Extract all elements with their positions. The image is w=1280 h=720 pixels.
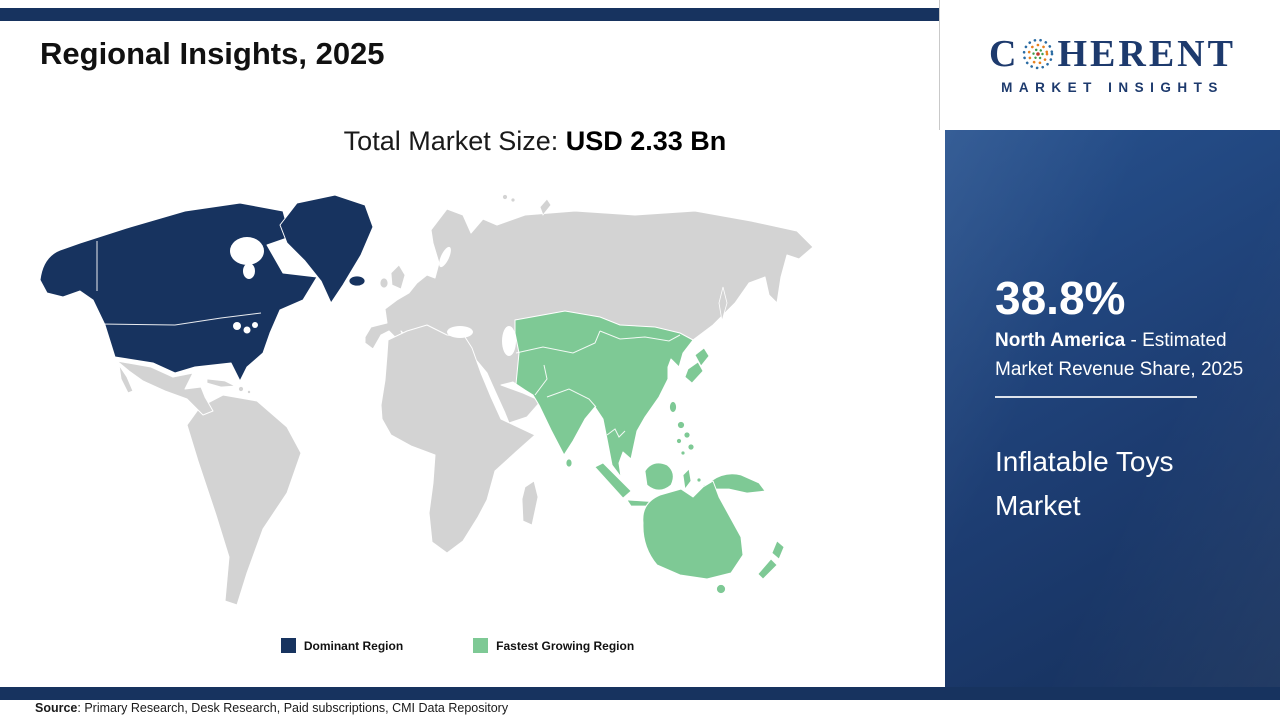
map-region-sri-lanka bbox=[565, 458, 573, 468]
legend-swatch-fastest-growing-icon bbox=[473, 638, 489, 653]
border-indochina bbox=[606, 428, 626, 438]
brand-subtitle: MARKET INSIGHTS bbox=[1001, 80, 1224, 95]
map-region-taiwan bbox=[669, 401, 677, 413]
map-region-mexico-central-america bbox=[116, 360, 214, 416]
source-label: Source bbox=[35, 701, 78, 715]
map-region-africa bbox=[380, 324, 536, 554]
market-share-description: North America - Estimated Market Revenue… bbox=[995, 326, 1245, 384]
market-share-value: 38.8% bbox=[995, 272, 1126, 324]
world-map-svg bbox=[39, 194, 814, 606]
top-accent-bar bbox=[0, 8, 939, 21]
brand-letter-c: C bbox=[989, 33, 1020, 75]
side-panel: 38.8% North America - Estimated Market R… bbox=[945, 130, 1280, 687]
border-india-north bbox=[546, 388, 597, 408]
legend-item-fastest-growing: Fastest Growing Region bbox=[473, 638, 634, 653]
bottom-accent-bar bbox=[0, 687, 1280, 700]
legend-item-dominant: Dominant Region bbox=[280, 638, 404, 653]
map-region-philippines bbox=[676, 421, 695, 456]
market-size-value: USD 2.33 Bn bbox=[565, 126, 727, 156]
brand-wordmark: C HERENT bbox=[989, 35, 1236, 73]
sea-hudson-bay bbox=[230, 237, 264, 265]
map-region-iceland bbox=[348, 275, 366, 287]
map-region-new-guinea bbox=[710, 473, 766, 494]
map-legend: Dominant Region Fastest Growing Region bbox=[35, 638, 880, 653]
map-country-borders bbox=[96, 241, 681, 438]
map-seas bbox=[230, 237, 516, 356]
map-region-greenland bbox=[279, 194, 374, 304]
lake-huron bbox=[252, 322, 258, 328]
border-central-asia bbox=[515, 330, 601, 354]
lake-superior bbox=[233, 322, 241, 330]
map-region-indonesia bbox=[594, 462, 708, 514]
border-us-canada bbox=[100, 312, 262, 326]
logo-divider-line bbox=[939, 0, 940, 130]
map-islands-europe bbox=[379, 194, 552, 290]
map-islands-caribbean bbox=[206, 378, 251, 394]
map-region-north-america bbox=[39, 202, 318, 382]
map-island-madagascar bbox=[521, 480, 539, 526]
market-size-label: Total Market Size: bbox=[343, 126, 566, 156]
map-region-asia-pacific bbox=[514, 310, 694, 478]
sea-james-bay bbox=[243, 263, 255, 279]
legend-label-fastest-growing: Fastest Growing Region bbox=[496, 638, 635, 653]
market-share-desc-text: - Estimated Market Revenue Share, 2025 bbox=[995, 329, 1244, 380]
map-region-south-america bbox=[186, 394, 302, 606]
source-note: Source: Primary Research, Desk Research,… bbox=[35, 701, 508, 715]
market-share-region: North America bbox=[995, 329, 1126, 351]
border-pakistan bbox=[534, 364, 548, 396]
panel-divider-line bbox=[995, 395, 1197, 398]
brand-letters-rest: HERENT bbox=[1057, 33, 1236, 75]
sea-black bbox=[447, 326, 473, 338]
legend-swatch-dominant-icon bbox=[280, 638, 296, 653]
map-region-tasmania bbox=[716, 584, 726, 594]
map-region-japan bbox=[684, 347, 710, 384]
map-region-baja bbox=[118, 364, 134, 394]
map-region-new-zealand bbox=[757, 540, 785, 580]
dotted-globe-icon bbox=[1023, 38, 1054, 70]
lake-michigan bbox=[243, 326, 251, 334]
page-title: Regional Insights, 2025 bbox=[40, 36, 385, 71]
legend-label-dominant: Dominant Region bbox=[303, 638, 404, 653]
market-size-heading: Total Market Size: USD 2.33 Bn bbox=[120, 126, 950, 157]
sea-caspian bbox=[502, 326, 516, 356]
source-text: : Primary Research, Desk Research, Paid … bbox=[77, 701, 509, 715]
map-region-australia bbox=[642, 480, 744, 580]
market-name: Inflatable Toys Market bbox=[995, 445, 1174, 521]
sea-baltic bbox=[439, 246, 451, 268]
map-island-sakhalin bbox=[718, 286, 728, 322]
border-mongolia bbox=[599, 330, 681, 342]
brand-logo: C HERENT MARKET INSIGHTS bbox=[945, 0, 1280, 130]
world-map bbox=[35, 185, 880, 635]
